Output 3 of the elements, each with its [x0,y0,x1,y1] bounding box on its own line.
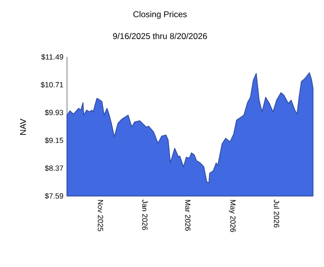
chart-title: Closing Prices [133,11,187,19]
chart-subtitle: 9/16/2025 thru 8/20/2026 [113,32,207,40]
y-axis-title: NAV [20,118,26,135]
